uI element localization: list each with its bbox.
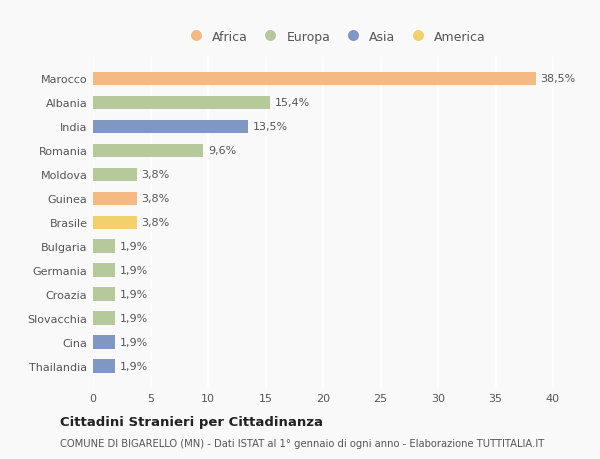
Bar — [93, 288, 115, 301]
Text: Cittadini Stranieri per Cittadinanza: Cittadini Stranieri per Cittadinanza — [60, 415, 323, 428]
Text: 38,5%: 38,5% — [541, 74, 575, 84]
Text: 1,9%: 1,9% — [119, 313, 148, 323]
Bar — [93, 120, 248, 134]
Bar — [93, 144, 203, 157]
Text: 1,9%: 1,9% — [119, 241, 148, 252]
Bar — [93, 360, 115, 373]
Text: 3,8%: 3,8% — [142, 170, 170, 180]
Bar — [93, 96, 270, 110]
Bar — [93, 73, 536, 85]
Bar — [93, 192, 137, 205]
Text: 1,9%: 1,9% — [119, 337, 148, 347]
Text: 3,8%: 3,8% — [142, 194, 170, 204]
Bar — [93, 336, 115, 349]
Bar — [93, 168, 137, 181]
Text: 1,9%: 1,9% — [119, 265, 148, 275]
Text: COMUNE DI BIGARELLO (MN) - Dati ISTAT al 1° gennaio di ogni anno - Elaborazione : COMUNE DI BIGARELLO (MN) - Dati ISTAT al… — [60, 438, 544, 448]
Text: 1,9%: 1,9% — [119, 290, 148, 299]
Text: 13,5%: 13,5% — [253, 122, 288, 132]
Text: 9,6%: 9,6% — [208, 146, 236, 156]
Bar — [93, 312, 115, 325]
Bar — [93, 240, 115, 253]
Text: 1,9%: 1,9% — [119, 361, 148, 371]
Legend: Africa, Europa, Asia, America: Africa, Europa, Asia, America — [183, 31, 486, 44]
Bar — [93, 264, 115, 277]
Bar — [93, 216, 137, 229]
Text: 3,8%: 3,8% — [142, 218, 170, 228]
Text: 15,4%: 15,4% — [275, 98, 310, 108]
